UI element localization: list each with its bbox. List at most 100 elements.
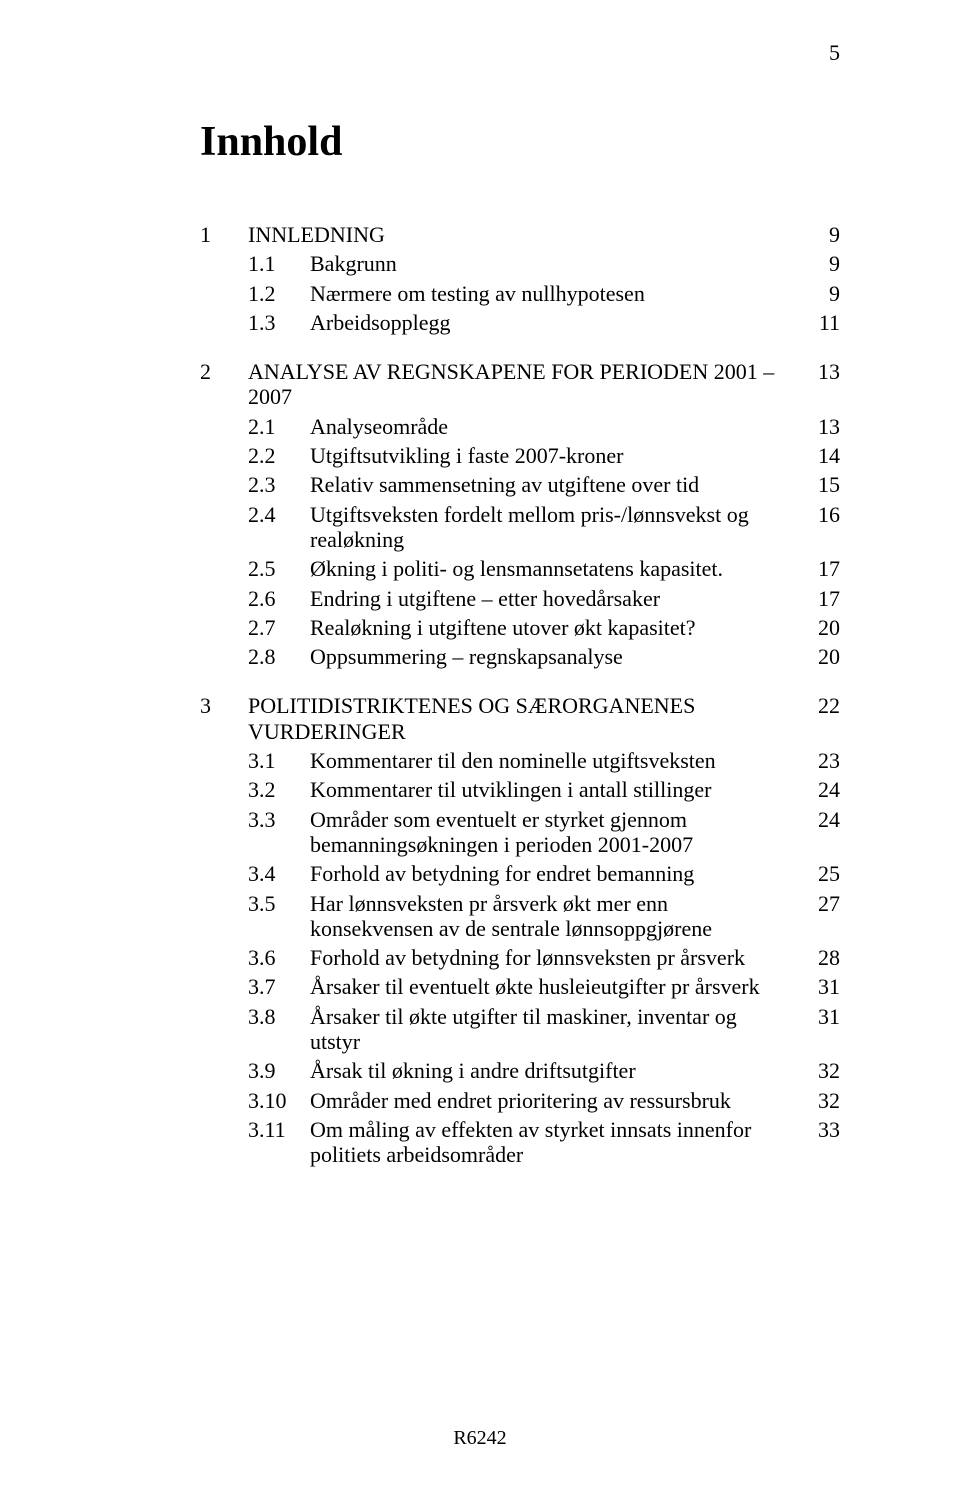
toc-sub-label: Utgiftsutvikling i faste 2007-kroner — [310, 443, 800, 468]
toc-sub-row: 2.1Analyseområde13 — [200, 414, 840, 439]
toc-sub-page: 32 — [800, 1058, 840, 1083]
toc-sub-number: 3.11 — [248, 1117, 310, 1142]
toc-sub-label: Områder som eventuelt er styrket gjennom… — [310, 807, 800, 858]
toc-sub-label: Relativ sammensetning av utgiftene over … — [310, 472, 800, 497]
toc-sub-label: Kommentarer til den nominelle utgiftsvek… — [310, 748, 800, 773]
toc-chapter-label: ANALYSE AV REGNSKAPENE FOR PERIODEN 2001… — [248, 359, 800, 410]
toc-sub-number: 3.10 — [248, 1088, 310, 1113]
toc-sub-number: 3.2 — [248, 777, 310, 802]
toc-sub-number: 2.5 — [248, 556, 310, 581]
toc-sub-label: Har lønnsveksten pr årsverk økt mer enn … — [310, 891, 800, 942]
toc-sub-number: 1.2 — [248, 281, 310, 306]
toc-sub-number: 2.1 — [248, 414, 310, 439]
toc-sub-row: 1.1Bakgrunn9 — [200, 251, 840, 276]
toc-chapter-block: 3POLITIDISTRIKTENES OG SÆRORGANENES VURD… — [200, 693, 840, 1167]
toc-chapter-row: 2ANALYSE AV REGNSKAPENE FOR PERIODEN 200… — [200, 359, 840, 410]
toc-sub-number: 3.3 — [248, 807, 310, 832]
toc-sub-number: 3.4 — [248, 861, 310, 886]
toc-sub-number: 3.6 — [248, 945, 310, 970]
toc-chapter-number: 2 — [200, 359, 248, 384]
toc-chapter-number: 1 — [200, 222, 248, 247]
toc-sub-page: 11 — [800, 310, 840, 335]
toc-sub-row: 2.3Relativ sammensetning av utgiftene ov… — [200, 472, 840, 497]
toc-sub-page: 9 — [800, 251, 840, 276]
document-page: 5 Innhold 1INNLEDNING91.1Bakgrunn91.2Nær… — [0, 0, 960, 1496]
toc-sub-page: 16 — [800, 502, 840, 527]
page-number-top: 5 — [829, 40, 840, 66]
toc-chapter-row: 3POLITIDISTRIKTENES OG SÆRORGANENES VURD… — [200, 693, 840, 744]
toc-sub-row: 2.4Utgiftsveksten fordelt mellom pris-/l… — [200, 502, 840, 553]
toc-sub-label: Kommentarer til utviklingen i antall sti… — [310, 777, 800, 802]
toc-sub-row: 3.6Forhold av betydning for lønnsveksten… — [200, 945, 840, 970]
page-footer: R6242 — [0, 1427, 960, 1450]
toc-sub-number: 2.4 — [248, 502, 310, 527]
toc-sub-row: 3.11Om måling av effekten av styrket inn… — [200, 1117, 840, 1168]
toc-sub-page: 14 — [800, 443, 840, 468]
toc-chapter-row: 1INNLEDNING9 — [200, 222, 840, 247]
toc-sub-row: 3.5Har lønnsveksten pr årsverk økt mer e… — [200, 891, 840, 942]
toc-sub-number: 2.8 — [248, 644, 310, 669]
toc-sub-number: 1.1 — [248, 251, 310, 276]
toc-chapter-page: 13 — [800, 359, 840, 384]
toc-chapter-page: 9 — [800, 222, 840, 247]
toc-sub-number: 2.2 — [248, 443, 310, 468]
toc-sub-row: 3.4Forhold av betydning for endret beman… — [200, 861, 840, 886]
toc-chapter-block: 2ANALYSE AV REGNSKAPENE FOR PERIODEN 200… — [200, 359, 840, 669]
toc-sub-number: 2.6 — [248, 586, 310, 611]
table-of-contents: 1INNLEDNING91.1Bakgrunn91.2Nærmere om te… — [200, 222, 840, 1168]
toc-sub-label: Utgiftsveksten fordelt mellom pris-/lønn… — [310, 502, 800, 553]
toc-sub-page: 32 — [800, 1088, 840, 1113]
toc-sub-page: 24 — [800, 777, 840, 802]
toc-sub-row: 3.9Årsak til økning i andre driftsutgift… — [200, 1058, 840, 1083]
toc-sub-page: 31 — [800, 1004, 840, 1029]
toc-chapter-block: 1INNLEDNING91.1Bakgrunn91.2Nærmere om te… — [200, 222, 840, 335]
toc-sub-row: 1.2Nærmere om testing av nullhypotesen9 — [200, 281, 840, 306]
toc-sub-row: 3.8Årsaker til økte utgifter til maskine… — [200, 1004, 840, 1055]
toc-sub-label: Realøkning i utgiftene utover økt kapasi… — [310, 615, 800, 640]
toc-sub-label: Forhold av betydning for lønnsveksten pr… — [310, 945, 800, 970]
toc-sub-number: 3.7 — [248, 974, 310, 999]
toc-sub-page: 33 — [800, 1117, 840, 1142]
toc-sub-row: 3.2Kommentarer til utviklingen i antall … — [200, 777, 840, 802]
toc-chapter-label: INNLEDNING — [248, 222, 800, 247]
toc-sub-page: 20 — [800, 615, 840, 640]
toc-sub-page: 17 — [800, 556, 840, 581]
toc-sub-number: 1.3 — [248, 310, 310, 335]
toc-sub-page: 28 — [800, 945, 840, 970]
toc-sub-label: Arbeidsopplegg — [310, 310, 800, 335]
toc-sub-page: 13 — [800, 414, 840, 439]
toc-chapter-page: 22 — [800, 693, 840, 718]
toc-sub-number: 3.1 — [248, 748, 310, 773]
toc-sub-number: 3.9 — [248, 1058, 310, 1083]
toc-sub-label: Nærmere om testing av nullhypotesen — [310, 281, 800, 306]
toc-sub-label: Analyseområde — [310, 414, 800, 439]
toc-sub-row: 2.5Økning i politi- og lensmannsetatens … — [200, 556, 840, 581]
toc-sub-row: 2.7Realøkning i utgiftene utover økt kap… — [200, 615, 840, 640]
toc-sub-page: 15 — [800, 472, 840, 497]
toc-sub-label: Endring i utgiftene – etter hovedårsaker — [310, 586, 800, 611]
toc-sub-label: Forhold av betydning for endret bemannin… — [310, 861, 800, 886]
toc-sub-number: 2.3 — [248, 472, 310, 497]
toc-sub-page: 24 — [800, 807, 840, 832]
toc-sub-row: 2.6Endring i utgiftene – etter hovedårsa… — [200, 586, 840, 611]
toc-sub-row: 2.8Oppsummering – regnskapsanalyse20 — [200, 644, 840, 669]
toc-sub-row: 3.10Områder med endret prioritering av r… — [200, 1088, 840, 1113]
toc-sub-page: 27 — [800, 891, 840, 916]
toc-sub-row: 3.7Årsaker til eventuelt økte husleieutg… — [200, 974, 840, 999]
toc-sub-page: 25 — [800, 861, 840, 886]
toc-sub-page: 17 — [800, 586, 840, 611]
toc-sub-row: 1.3Arbeidsopplegg11 — [200, 310, 840, 335]
toc-sub-label: Bakgrunn — [310, 251, 800, 276]
toc-sub-label: Årsak til økning i andre driftsutgifter — [310, 1058, 800, 1083]
toc-chapter-number: 3 — [200, 693, 248, 718]
toc-sub-label: Oppsummering – regnskapsanalyse — [310, 644, 800, 669]
toc-sub-page: 20 — [800, 644, 840, 669]
toc-sub-label: Om måling av effekten av styrket innsats… — [310, 1117, 800, 1168]
toc-sub-label: Årsaker til eventuelt økte husleieutgift… — [310, 974, 800, 999]
toc-sub-row: 3.1Kommentarer til den nominelle utgifts… — [200, 748, 840, 773]
toc-sub-number: 3.5 — [248, 891, 310, 916]
toc-sub-page: 31 — [800, 974, 840, 999]
toc-sub-label: Områder med endret prioritering av ressu… — [310, 1088, 800, 1113]
toc-sub-label: Økning i politi- og lensmannsetatens kap… — [310, 556, 800, 581]
toc-sub-row: 3.3Områder som eventuelt er styrket gjen… — [200, 807, 840, 858]
